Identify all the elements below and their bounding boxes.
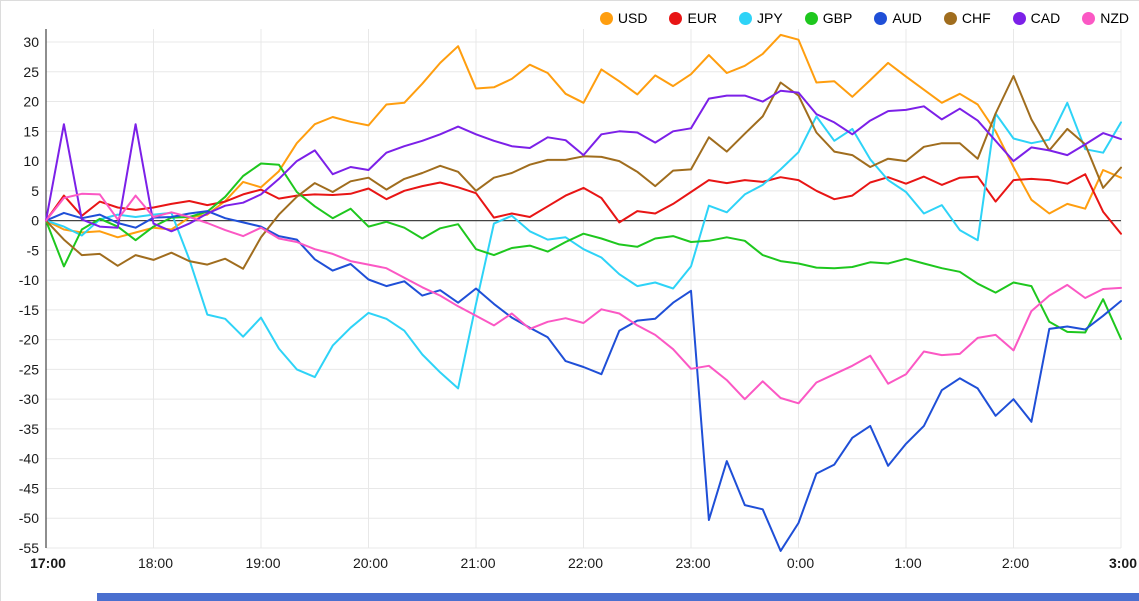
legend-color-dot-icon <box>739 11 753 25</box>
series-line-jpy <box>45 101 1122 390</box>
series-line-nzd <box>45 192 1122 405</box>
x-axis-tick-label: 3:00 <box>1109 555 1137 571</box>
y-axis-tick-label: 30 <box>23 34 39 50</box>
series-line-chf <box>45 75 1122 270</box>
x-axis-tick-label: 23:00 <box>675 555 710 571</box>
series-line-eur <box>45 173 1122 235</box>
y-axis-tick-label: -35 <box>19 421 39 437</box>
y-axis-tick-label: -30 <box>19 391 39 407</box>
x-axis-tick-label: 20:00 <box>353 555 388 571</box>
legend-item-chf[interactable]: CHF <box>943 10 991 26</box>
series-line-gbp <box>45 162 1122 340</box>
legend-item-label: USD <box>617 10 648 26</box>
y-axis-tick-label: -5 <box>27 242 40 258</box>
y-axis-tick-label: 0 <box>31 213 39 229</box>
series-line-cad <box>45 89 1122 233</box>
legend-color-dot-icon <box>1012 11 1026 25</box>
legend-item-nzd[interactable]: NZD <box>1082 10 1129 26</box>
y-axis-tick-label: -40 <box>19 451 39 467</box>
legend-item-label: NZD <box>1100 10 1129 26</box>
legend-color-dot-icon <box>943 11 957 25</box>
legend-color-dot-icon <box>599 11 613 25</box>
x-axis-tick-label: 19:00 <box>245 555 280 571</box>
legend-item-cad[interactable]: CAD <box>1012 10 1061 26</box>
y-axis-tick-label: 5 <box>31 183 39 199</box>
currency-strength-chart: 30 25 20 15 10 5 0 -5 -10 -15 -20 -25 -30 -35 -40 -45 -5… <box>19 29 1137 571</box>
y-axis-tick-label: -15 <box>19 302 39 318</box>
x-axis-tick-label: 0:00 <box>787 555 814 571</box>
legend-color-dot-icon <box>1082 11 1096 25</box>
x-axis-tick-label: 1:00 <box>894 555 921 571</box>
legend-item-jpy[interactable]: JPY <box>739 10 783 26</box>
legend-color-dot-icon <box>669 11 683 25</box>
legend-item-label: GBP <box>822 10 853 26</box>
y-axis-tick-label: 20 <box>23 94 39 110</box>
y-axis-tick-label: -10 <box>19 272 39 288</box>
legend-item-eur[interactable]: EUR <box>669 10 717 26</box>
x-axis-tick-label: 22:00 <box>568 555 603 571</box>
chart-legend: USD EUR JPY GBP AUD CHF CAD NZD <box>599 7 1129 29</box>
x-axis-tick-label: 17:00 <box>30 555 66 571</box>
bottom-blue-bar <box>97 593 1139 601</box>
x-axis-tick-label: 2:00 <box>1002 555 1029 571</box>
y-axis-tick-label: -55 <box>19 540 39 556</box>
y-axis-tick-label: -50 <box>19 510 39 526</box>
legend-color-dot-icon <box>804 11 818 25</box>
x-axis-tick-label: 18:00 <box>138 555 173 571</box>
series-line-aud <box>45 210 1122 552</box>
legend-item-label: AUD <box>892 10 922 26</box>
legend-item-label: JPY <box>757 10 783 26</box>
y-axis-tick-label: -45 <box>19 480 39 496</box>
legend-item-aud[interactable]: AUD <box>874 10 922 26</box>
y-axis-tick-label: 15 <box>23 123 39 139</box>
x-axis-tick-label: 21:00 <box>460 555 495 571</box>
legend-item-gbp[interactable]: GBP <box>804 10 853 26</box>
y-axis-tick-label: 10 <box>23 153 39 169</box>
y-axis-tick-label: -25 <box>19 361 39 377</box>
legend-item-label: EUR <box>687 10 718 26</box>
legend-item-label: CAD <box>1030 10 1061 26</box>
legend-item-label: CHF <box>961 10 991 26</box>
y-axis-tick-label: 25 <box>23 64 39 80</box>
legend-item-usd[interactable]: USD <box>599 10 648 26</box>
legend-color-dot-icon <box>874 11 888 25</box>
y-axis-tick-label: -20 <box>19 332 39 348</box>
